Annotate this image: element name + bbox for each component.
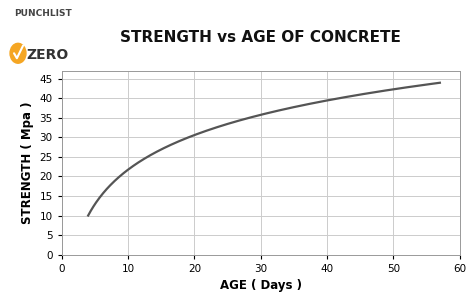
- Text: STRENGTH vs AGE OF CONCRETE: STRENGTH vs AGE OF CONCRETE: [120, 30, 401, 45]
- Circle shape: [10, 43, 26, 63]
- Text: PUNCHLIST: PUNCHLIST: [14, 9, 72, 18]
- Y-axis label: STRENGTH ( Mpa ): STRENGTH ( Mpa ): [21, 102, 34, 224]
- Text: ZERO: ZERO: [27, 48, 69, 62]
- X-axis label: AGE ( Days ): AGE ( Days ): [220, 279, 301, 292]
